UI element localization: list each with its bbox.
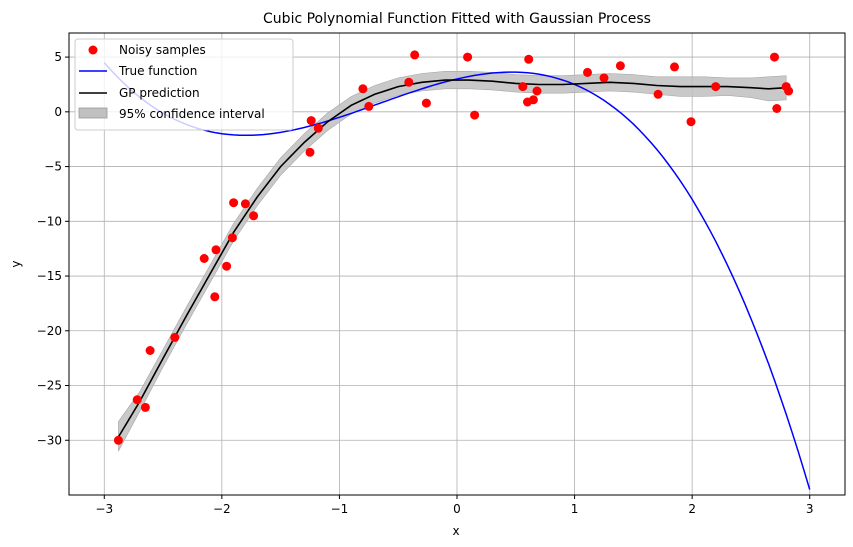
sample-point <box>364 101 374 111</box>
sample-point <box>686 117 696 127</box>
legend-marker-samples <box>88 45 98 55</box>
sample-point <box>463 52 473 62</box>
sample-point <box>421 98 431 108</box>
x-tick-label: −1 <box>331 502 349 516</box>
sample-point <box>113 435 123 445</box>
legend-label-gp-prediction: GP prediction <box>119 86 200 100</box>
sample-point <box>229 198 239 208</box>
true-function-layer <box>103 62 811 490</box>
sample-point <box>653 89 663 99</box>
sample-point <box>145 346 155 355</box>
sample-point <box>524 54 534 64</box>
true-function-line <box>103 62 811 490</box>
sample-point <box>313 123 323 133</box>
sample-point <box>305 147 315 157</box>
sample-point <box>210 292 220 302</box>
x-tick-label: −2 <box>213 502 231 516</box>
legend-label-samples: Noisy samples <box>119 43 206 57</box>
legend: Noisy samples True function GP predictio… <box>74 38 294 131</box>
sample-point <box>170 332 180 342</box>
sample-point <box>132 395 142 405</box>
sample-point <box>770 52 779 62</box>
sample-point <box>599 73 609 83</box>
y-tick-label: 0 <box>54 105 62 119</box>
sample-points-layer <box>113 50 794 445</box>
sample-point <box>404 77 414 87</box>
legend-box <box>74 38 294 131</box>
sample-point <box>772 104 782 113</box>
y-tick-label: −25 <box>37 379 62 393</box>
legend-label-true-function: True function <box>118 64 197 78</box>
y-axis-label: y <box>9 260 23 267</box>
sample-point <box>240 199 250 209</box>
sample-point <box>518 82 528 92</box>
x-axis-label: x <box>452 524 459 538</box>
sample-point <box>227 233 237 243</box>
y-tick-label: −10 <box>37 214 62 228</box>
x-tick-label: 1 <box>571 502 579 516</box>
sample-point <box>358 84 368 94</box>
x-tick-label: 3 <box>806 502 814 516</box>
x-axis-ticks: −3 −2 −1 0 1 2 3 <box>95 495 814 516</box>
sample-point <box>583 67 592 77</box>
x-tick-label: −3 <box>95 502 113 516</box>
confidence-band-layer <box>118 71 787 452</box>
sample-point <box>784 86 794 96</box>
legend-marker-confidence <box>78 107 108 119</box>
sample-point <box>306 116 316 126</box>
sample-point <box>410 50 420 60</box>
x-tick-label: 2 <box>688 502 696 516</box>
sample-point <box>711 82 721 92</box>
y-axis-ticks: 5 0 −5 −10 −15 −20 −25 −30 <box>37 50 69 447</box>
confidence-band <box>118 71 787 452</box>
sample-point <box>222 261 232 271</box>
legend-label-confidence: 95% confidence interval <box>119 107 265 121</box>
sample-point <box>470 110 480 120</box>
sample-point <box>140 402 150 412</box>
y-tick-label: −20 <box>37 324 62 338</box>
sample-point <box>211 245 221 255</box>
sample-point <box>528 95 538 105</box>
sample-point <box>532 86 542 96</box>
y-tick-label: −30 <box>37 433 62 447</box>
sample-point <box>615 61 625 71</box>
x-tick-label: 0 <box>453 502 461 516</box>
sample-point <box>199 254 209 263</box>
sample-point <box>249 211 259 221</box>
y-tick-label: −15 <box>37 269 62 283</box>
chart-title: Cubic Polynomial Function Fitted with Ga… <box>263 11 651 27</box>
y-tick-label: −5 <box>44 160 62 174</box>
sample-point <box>670 62 679 72</box>
y-tick-label: 5 <box>54 50 62 64</box>
